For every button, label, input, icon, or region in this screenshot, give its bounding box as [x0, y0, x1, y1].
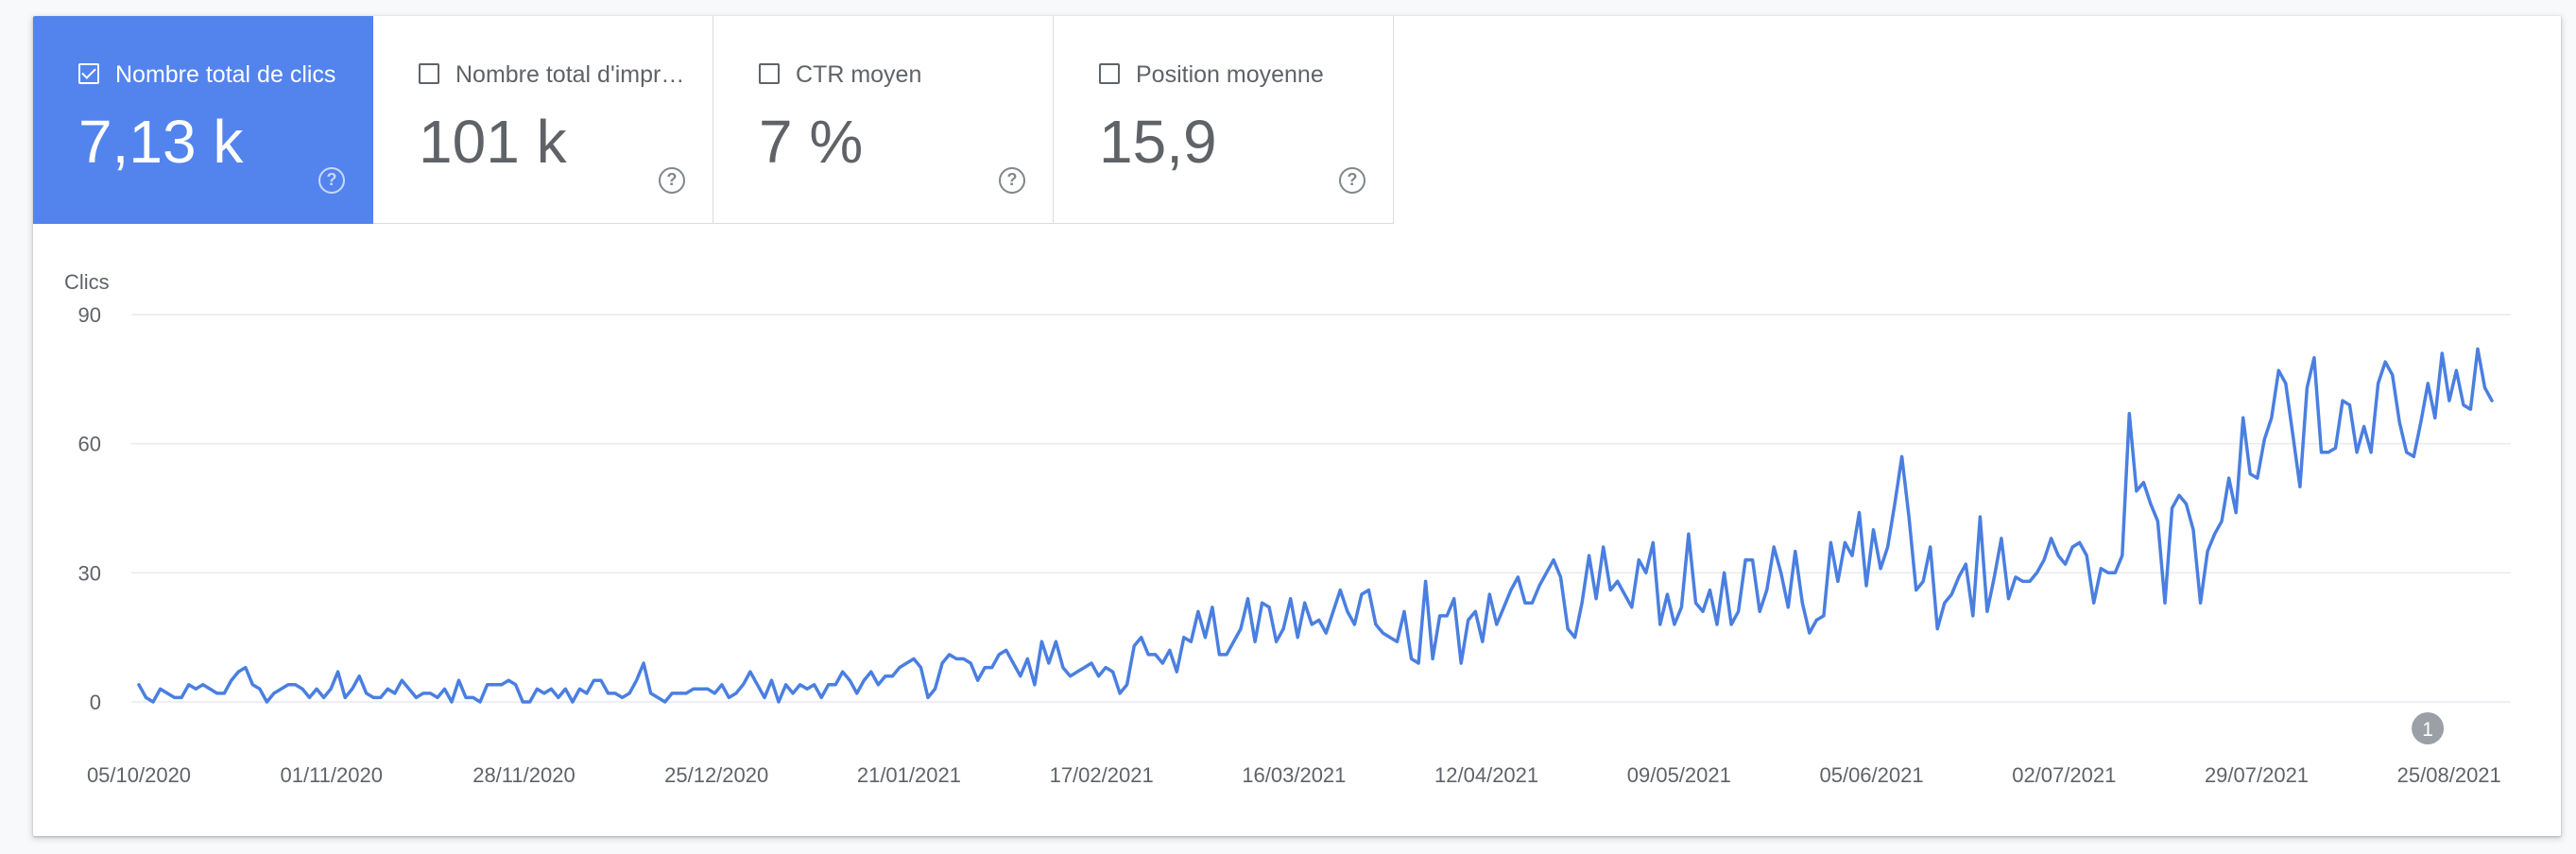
metric-total-clicks[interactable]: Nombre total de clics 7,13 k ? — [33, 16, 373, 224]
series-line-clicks — [137, 347, 2494, 704]
x-tick-label: 16/03/2021 — [1242, 763, 1346, 787]
metric-average-ctr[interactable]: CTR moyen 7 % ? — [713, 16, 1054, 224]
help-icon[interactable]: ? — [659, 167, 685, 194]
help-icon[interactable]: ? — [999, 167, 1025, 194]
checkbox-icon[interactable] — [419, 63, 439, 84]
x-tick-label: 12/04/2021 — [1434, 763, 1538, 787]
x-tick-label: 05/06/2021 — [1819, 763, 1923, 787]
metric-value: 7 % — [759, 108, 864, 176]
y-tick-label: 60 — [78, 433, 101, 456]
x-tick-label: 01/11/2020 — [280, 763, 382, 787]
metric-value: 15,9 — [1099, 108, 1217, 176]
metric-average-position[interactable]: Position moyenne 15,9 ? — [1054, 16, 1394, 224]
annotation-label: 1 — [2422, 719, 2433, 741]
metric-value: 7,13 k — [78, 108, 244, 176]
x-tick-label: 21/01/2021 — [857, 763, 961, 787]
metric-value: 101 k — [419, 108, 567, 176]
x-tick-label: 09/05/2021 — [1627, 763, 1731, 787]
annotation-marker[interactable]: 1 — [2412, 712, 2445, 744]
series-group — [137, 347, 2494, 704]
checkbox-icon[interactable] — [1099, 63, 1120, 84]
x-axis-ticks: 05/10/2020 01/11/2020 28/11/2020 25/12/2020… — [87, 763, 2501, 787]
x-tick-label: 28/11/2020 — [472, 763, 575, 787]
y-tick-label: 0 — [90, 691, 101, 714]
performance-card: Nombre total de clics 7,13 k ? Nombre to… — [33, 16, 2561, 836]
x-tick-label: 29/07/2021 — [2205, 763, 2309, 787]
metric-tabs: Nombre total de clics 7,13 k ? Nombre to… — [33, 16, 1394, 225]
y-axis-ticks: 0 30 60 90 — [78, 303, 101, 714]
x-tick-label: 05/10/2020 — [87, 763, 191, 787]
checkbox-icon[interactable] — [759, 63, 780, 84]
x-tick-label: 25/08/2021 — [2397, 763, 2501, 787]
y-tick-label: 90 — [78, 303, 101, 327]
metric-total-impressions[interactable]: Nombre total d'impressions 101 k ? — [373, 16, 713, 224]
x-tick-label: 02/07/2021 — [2012, 763, 2116, 787]
y-tick-label: 30 — [78, 561, 101, 585]
help-icon[interactable]: ? — [1339, 167, 1365, 194]
checkbox-checked-icon[interactable] — [78, 63, 99, 84]
annotation-circle[interactable] — [2412, 712, 2445, 744]
clicks-line-chart[interactable]: 0 30 60 90 Clics 05/10/2020 01/11/2020 28/11/… — [33, 16, 2561, 836]
x-tick-label: 25/12/2020 — [664, 763, 768, 787]
y-axis-label: Clics — [64, 270, 110, 294]
help-icon[interactable]: ? — [318, 167, 345, 194]
x-tick-label: 17/02/2021 — [1050, 763, 1154, 787]
